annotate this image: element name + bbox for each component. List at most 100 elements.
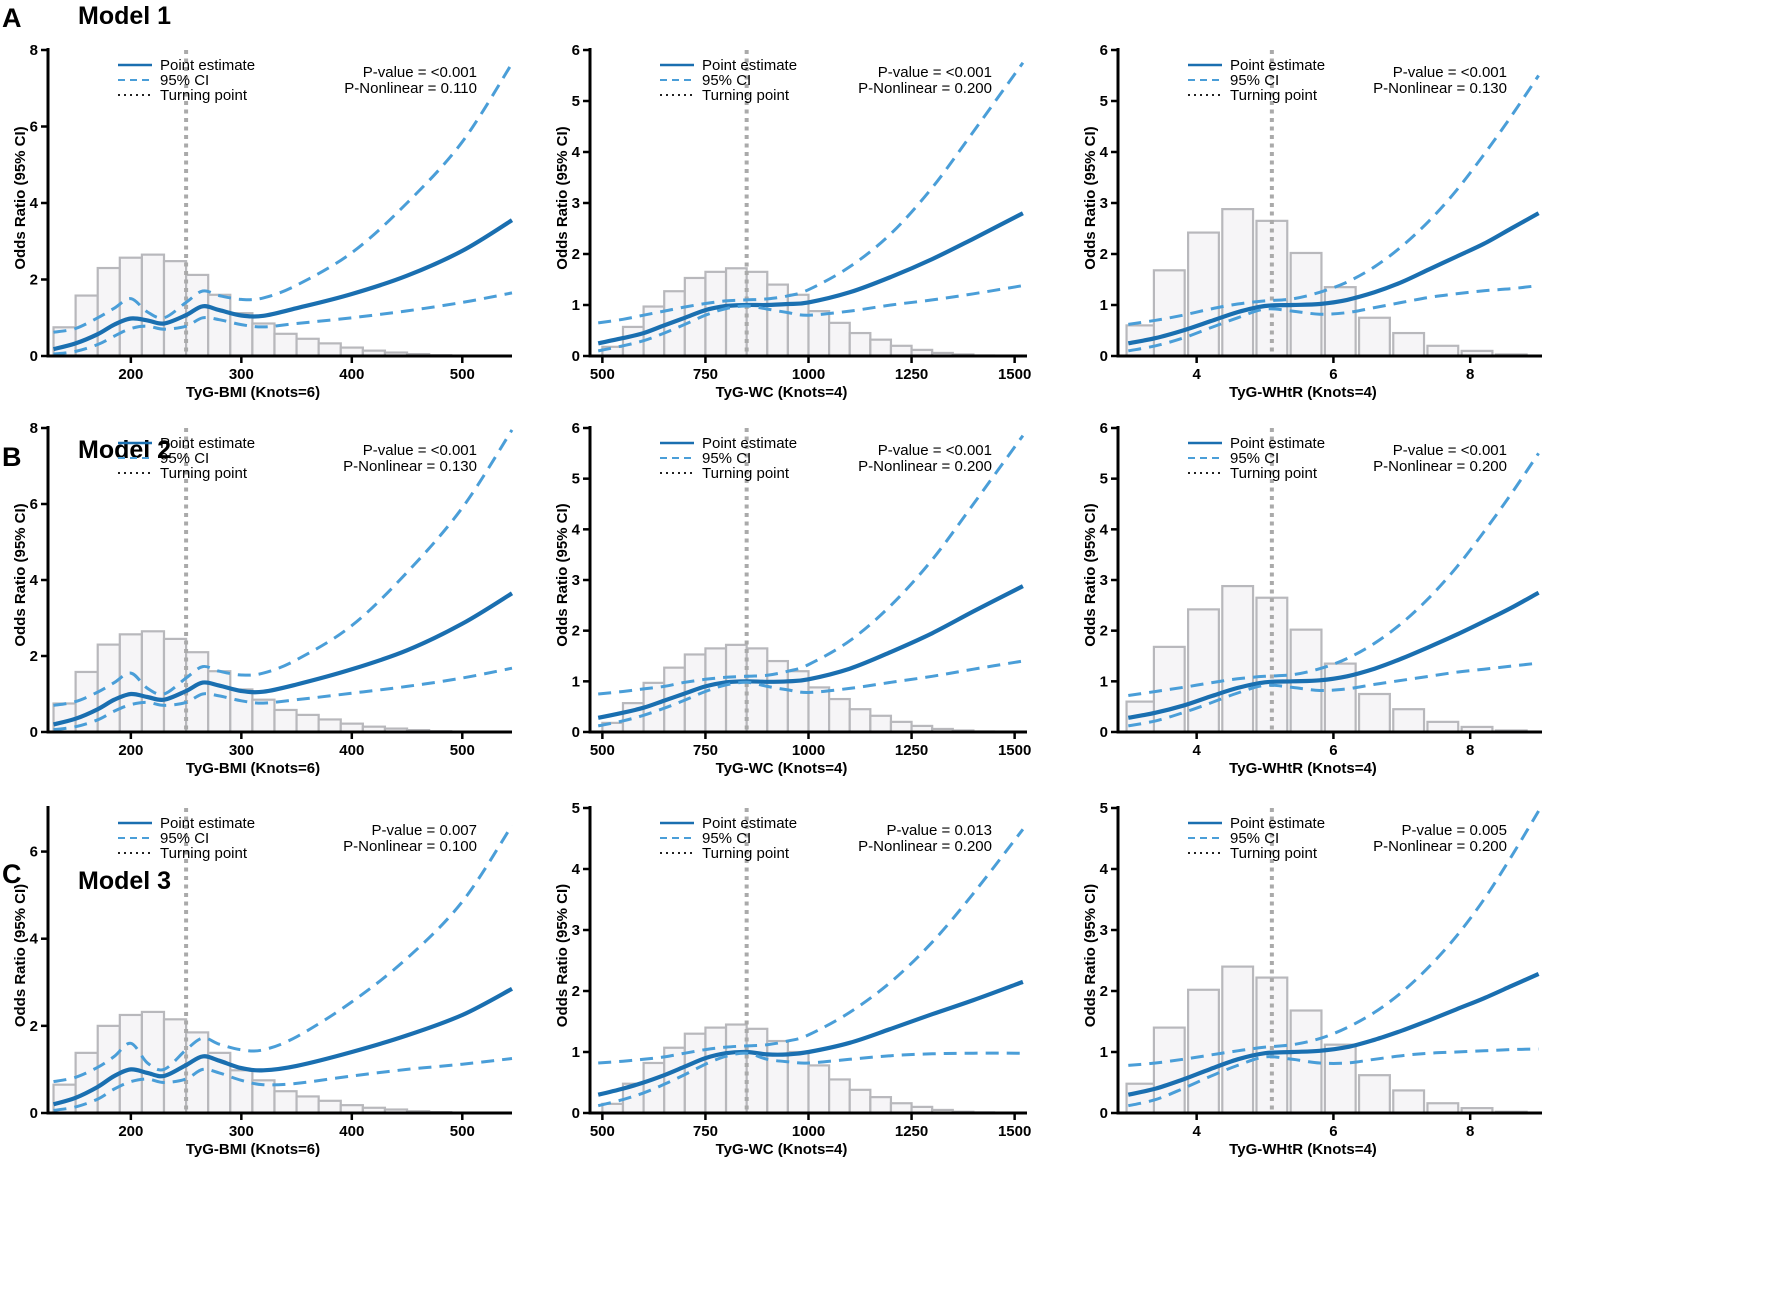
histogram-bar <box>229 312 254 358</box>
y-tick-label: 8 <box>30 420 38 437</box>
y-tick-label: 6 <box>572 420 580 437</box>
y-tick-label: 4 <box>1100 144 1109 161</box>
x-tick-label: 500 <box>590 366 615 383</box>
point-estimate-line <box>52 986 513 1107</box>
legend-point-label: Point estimate <box>1230 57 1325 74</box>
x-tick-label: 1500 <box>998 366 1031 383</box>
x-tick-label: 500 <box>590 742 615 759</box>
legend-ci-label: 95% CI <box>1230 72 1279 89</box>
legend-point-label: Point estimate <box>1230 435 1325 452</box>
y-tick-label: 0 <box>30 724 38 741</box>
legend-turning-label: Turning point <box>702 845 790 862</box>
x-tick-label: 500 <box>450 366 475 383</box>
x-tick-label: 750 <box>693 1123 718 1140</box>
y-tick-label: 5 <box>1100 471 1108 488</box>
rcs-chart-panel: 0 1 2 3 4 5 6 4 6 8 TyG-WHtR (Knots=4) Odds Ratio (… <box>1082 42 1542 401</box>
y-tick-label: 6 <box>1100 420 1108 437</box>
y-tick-label: 0 <box>572 724 580 741</box>
y-axis-label: Odds Ratio (95% CI) <box>12 884 29 1027</box>
legend-ci-label: 95% CI <box>160 830 209 847</box>
histogram-bar <box>317 1099 342 1115</box>
y-tick-label: 2 <box>572 246 580 263</box>
x-tick-label: 6 <box>1329 366 1337 383</box>
panel-letter: C <box>2 859 22 889</box>
histogram-bar <box>848 331 872 358</box>
histogram-bar <box>118 256 144 358</box>
p-nonlinear-text: P-Nonlinear = 0.200 <box>1373 838 1507 855</box>
histogram-bar <box>786 1050 810 1115</box>
y-tick-label: 2 <box>30 1018 38 1035</box>
y-axis-label: Odds Ratio (95% CI) <box>554 503 571 646</box>
y-tick-label: 3 <box>1100 195 1108 212</box>
x-tick-label: 200 <box>118 1123 143 1140</box>
x-axis-label: TyG-WC (Knots=4) <box>716 384 848 401</box>
legend-ci-label: 95% CI <box>160 72 209 89</box>
x-tick-label: 1000 <box>792 1123 825 1140</box>
y-tick-label: 5 <box>1100 800 1108 817</box>
histogram-bar <box>118 633 144 734</box>
y-tick-label: 1 <box>572 297 580 314</box>
y-tick-label: 2 <box>572 983 580 1000</box>
histogram-bar <box>317 342 342 358</box>
ci-upper-line <box>1128 452 1540 697</box>
y-tick-label: 1 <box>1100 297 1108 314</box>
histogram-bar <box>207 670 232 734</box>
model-title: Model 1 <box>78 2 171 30</box>
y-tick-label: 2 <box>572 623 580 640</box>
ci-upper-line <box>53 62 514 334</box>
x-tick-label: 8 <box>1466 1123 1474 1140</box>
x-axis-label: TyG-WHtR (Knots=4) <box>1229 760 1377 777</box>
x-tick-label: 4 <box>1192 366 1201 383</box>
x-tick-label: 1250 <box>895 742 928 759</box>
legend-turning-label: Turning point <box>1230 87 1318 104</box>
y-tick-label: 0 <box>1100 1105 1108 1122</box>
histogram-bar <box>273 1090 298 1115</box>
histogram-bar <box>1186 988 1220 1115</box>
histogram-bar <box>745 647 769 734</box>
y-axis-label: Odds Ratio (95% CI) <box>1082 126 1099 269</box>
y-tick-label: 4 <box>1100 521 1109 538</box>
ci-upper-line <box>597 61 1025 325</box>
legend-point-label: Point estimate <box>160 435 255 452</box>
histogram-bar <box>1392 1089 1426 1115</box>
row-header-a: A Model 1 <box>2 2 171 33</box>
histogram-bar <box>828 321 851 358</box>
histogram-bar <box>848 1088 872 1115</box>
ci-lower-line <box>1127 1047 1539 1108</box>
histogram-bar <box>642 1061 666 1115</box>
y-tick-label: 1 <box>572 1044 580 1061</box>
histogram-bar <box>828 1078 851 1115</box>
row-header-c: C Model 3 <box>2 859 171 895</box>
histogram-bar <box>1357 692 1391 734</box>
legend-point-label: Point estimate <box>702 815 797 832</box>
x-axis-label: TyG-BMI (Knots=6) <box>186 760 320 777</box>
legend-turning-label: Turning point <box>1230 465 1318 482</box>
model-title: Model 2 <box>78 436 171 464</box>
histogram-bar <box>118 1013 144 1115</box>
histogram-bar <box>724 1023 748 1115</box>
x-axis-label: TyG-WHtR (Knots=4) <box>1229 384 1377 401</box>
ci-lower-line <box>1128 661 1539 728</box>
y-tick-label: 5 <box>572 471 580 488</box>
histogram-bar <box>207 293 232 358</box>
histogram <box>1125 965 1528 1115</box>
p-nonlinear-text: P-Nonlinear = 0.100 <box>343 838 477 855</box>
p-value-text: P-value = <0.001 <box>363 442 477 459</box>
histogram-bar <box>724 643 748 734</box>
p-nonlinear-text: P-Nonlinear = 0.200 <box>858 458 992 475</box>
x-tick-label: 200 <box>118 742 143 759</box>
x-tick-label: 500 <box>450 1123 475 1140</box>
panel-letter: B <box>2 442 22 472</box>
x-tick-label: 1250 <box>895 366 928 383</box>
x-tick-label: 200 <box>118 366 143 383</box>
ci-lower-line <box>597 659 1024 728</box>
y-tick-label: 4 <box>1100 861 1109 878</box>
y-tick-label: 2 <box>30 648 38 665</box>
rcs-chart-panel: 0 2 4 6 8 200 300 400 500 TyG-BMI (Knots=6) Odds R… <box>12 420 514 777</box>
legend-point-label: Point estimate <box>702 435 797 452</box>
y-axis-label: Odds Ratio (95% CI) <box>12 126 29 269</box>
